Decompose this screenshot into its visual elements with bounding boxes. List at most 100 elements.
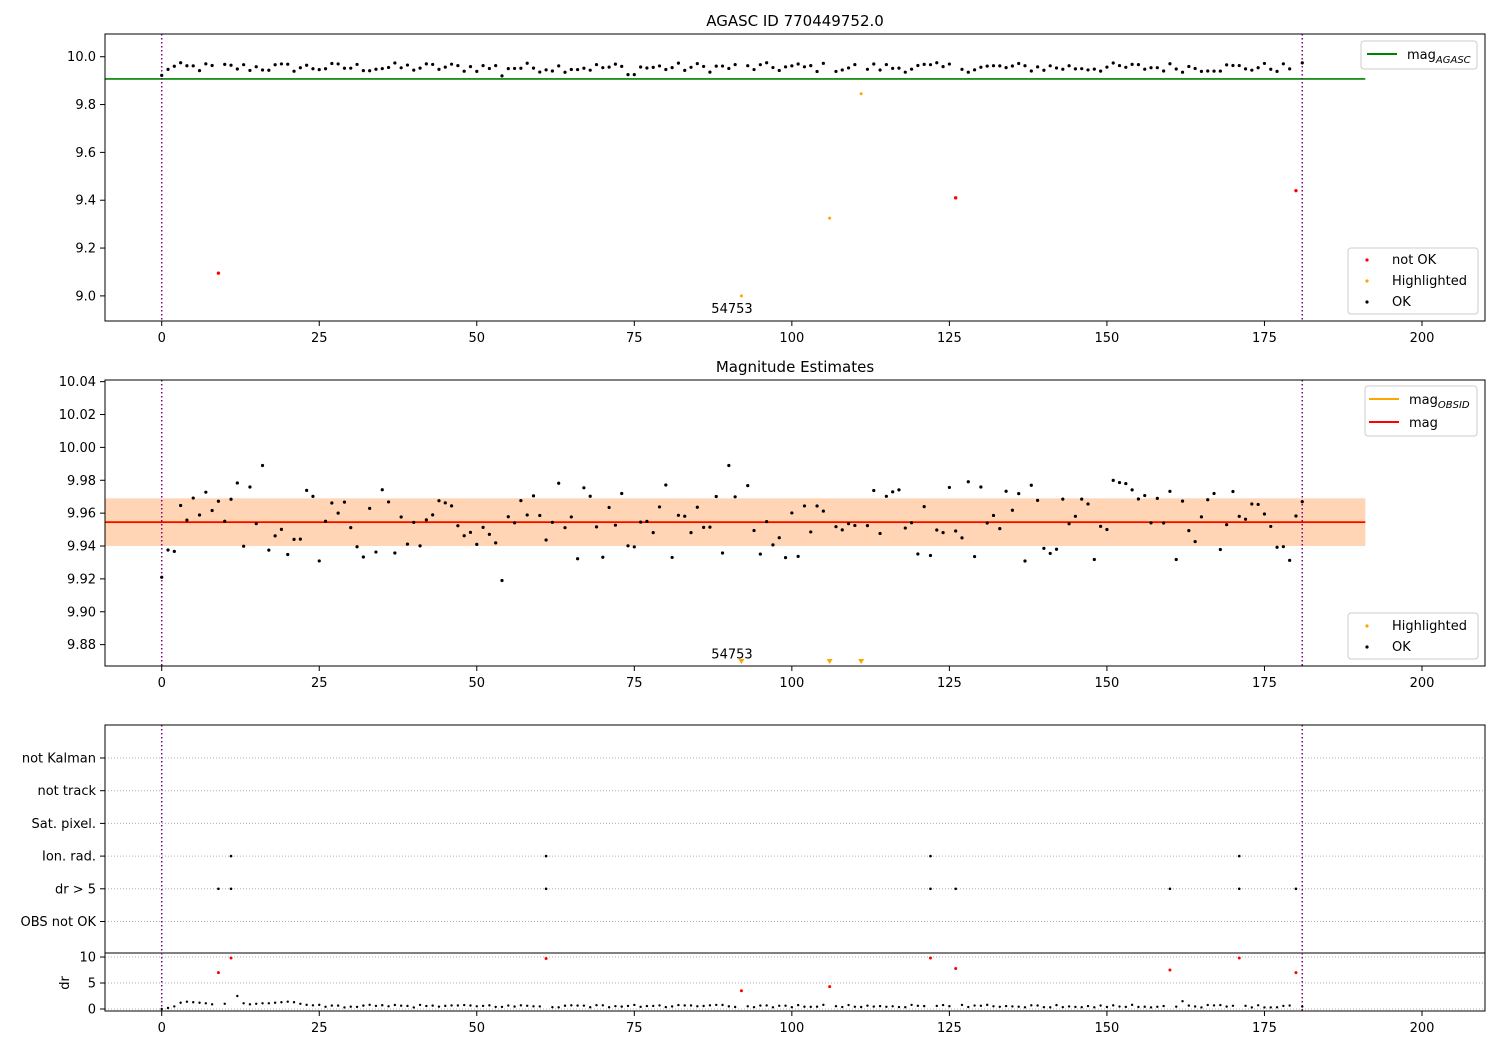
ok-estimate-point [531,494,536,498]
ok-point [380,67,384,71]
ok-point [809,64,813,68]
dr-point [399,1004,403,1007]
dr-point [563,1004,567,1007]
ok-point [273,63,277,67]
ok-point [1017,61,1021,66]
ok-point [1136,63,1141,67]
dr-point [689,1004,693,1007]
ok-point [979,65,983,69]
x-tick-label: 150 [1095,331,1120,346]
highlighted-offscale-marker [858,659,865,664]
dr-point [469,1004,472,1007]
ok-estimate-point [254,522,258,526]
ok-estimate-point [475,542,479,546]
ok-point [872,62,876,66]
ok-point [525,61,529,65]
ok-point [966,70,970,74]
flag-label: not Kalman [22,752,96,767]
ok-estimate-point [935,528,939,532]
dr-point [362,1004,365,1007]
ok-estimate-point [1042,546,1046,550]
dr-point [904,1005,907,1009]
ok-point [229,63,233,67]
dr-point [425,1004,428,1008]
dr-tick-label: 0 [88,1003,96,1018]
dr-point [935,1004,938,1008]
dr-point [771,1006,775,1009]
dr-tick-label: 5 [88,977,96,992]
dr-point [1124,1005,1128,1009]
ok-point [544,68,548,72]
ok-estimate-point [695,505,699,509]
ok-point [437,67,441,71]
ok-point [179,61,183,65]
ok-point [689,65,693,69]
ok-estimate-point [160,575,164,579]
x-tick-label: 75 [626,1021,643,1036]
ok-estimate-point [424,518,428,522]
ok-point [361,69,365,73]
ok-estimate-point [487,532,491,536]
dr-point [1118,1005,1121,1008]
dr-point [223,1002,226,1005]
ok-estimate-point [651,531,655,535]
dr-red-point [954,966,958,970]
dr-point [897,1005,901,1009]
x-tick-label: 25 [311,1021,328,1036]
ok-point [1117,63,1122,68]
ok-estimate-point [267,548,271,552]
ok-point [531,66,536,70]
flag-point [1237,887,1241,891]
ok-point [916,63,920,68]
flag-point [1294,887,1298,891]
dr-point [557,1006,560,1009]
ok-point [588,68,592,72]
dr-point [1086,1004,1090,1008]
ok-point [512,66,517,71]
ok-estimate-point [386,500,391,504]
dr-point [173,1005,176,1008]
ok-estimate-point [708,525,712,529]
legend-marker-ok [1365,300,1369,304]
flags-panel: not Kalman not track Sat. pixel. Ion. rad. d… [21,724,1486,1036]
ok-point [449,62,454,66]
ok-point [418,66,422,70]
ok-estimate-point [853,523,857,528]
legend-marker-ok-2 [1365,645,1369,649]
dr-point [513,1005,516,1008]
x-tick-label: 175 [1252,331,1277,346]
dr-point [519,1004,523,1007]
dr-point [1282,1004,1285,1008]
y-tick-label: 9.98 [67,474,96,489]
ok-estimate-point [834,525,838,529]
ok-point [254,65,258,69]
ok-estimate-point [765,520,769,524]
ok-estimate-point [235,481,239,485]
dr-point [185,1000,189,1003]
ok-point [1023,64,1027,68]
ok-estimate-point [758,552,762,556]
dr-point [355,1005,359,1009]
dr-point [273,1001,277,1004]
y-tick-label: 9.8 [75,98,96,113]
dr-point [834,1005,838,1008]
not-ok-point [1294,188,1298,193]
x-tick-label: 50 [469,676,486,691]
dr-point [166,1006,170,1010]
ok-estimate-point [947,485,951,490]
flag-label: not track [37,784,96,799]
dr-point [1263,1006,1266,1009]
flag-point [1168,887,1172,891]
ok-estimate-point [676,513,681,517]
ok-estimate-point [594,525,599,529]
x-tick-label: 25 [311,331,328,346]
dr-point [866,1004,869,1007]
ok-estimate-point [670,555,674,560]
dr-point [475,1005,478,1008]
ok-estimate-point [349,526,353,530]
dr-red-point [828,985,832,989]
ok-estimate-point [588,494,592,498]
ok-point [248,68,252,73]
dr-point [374,1004,378,1008]
dr-point [859,1005,863,1009]
